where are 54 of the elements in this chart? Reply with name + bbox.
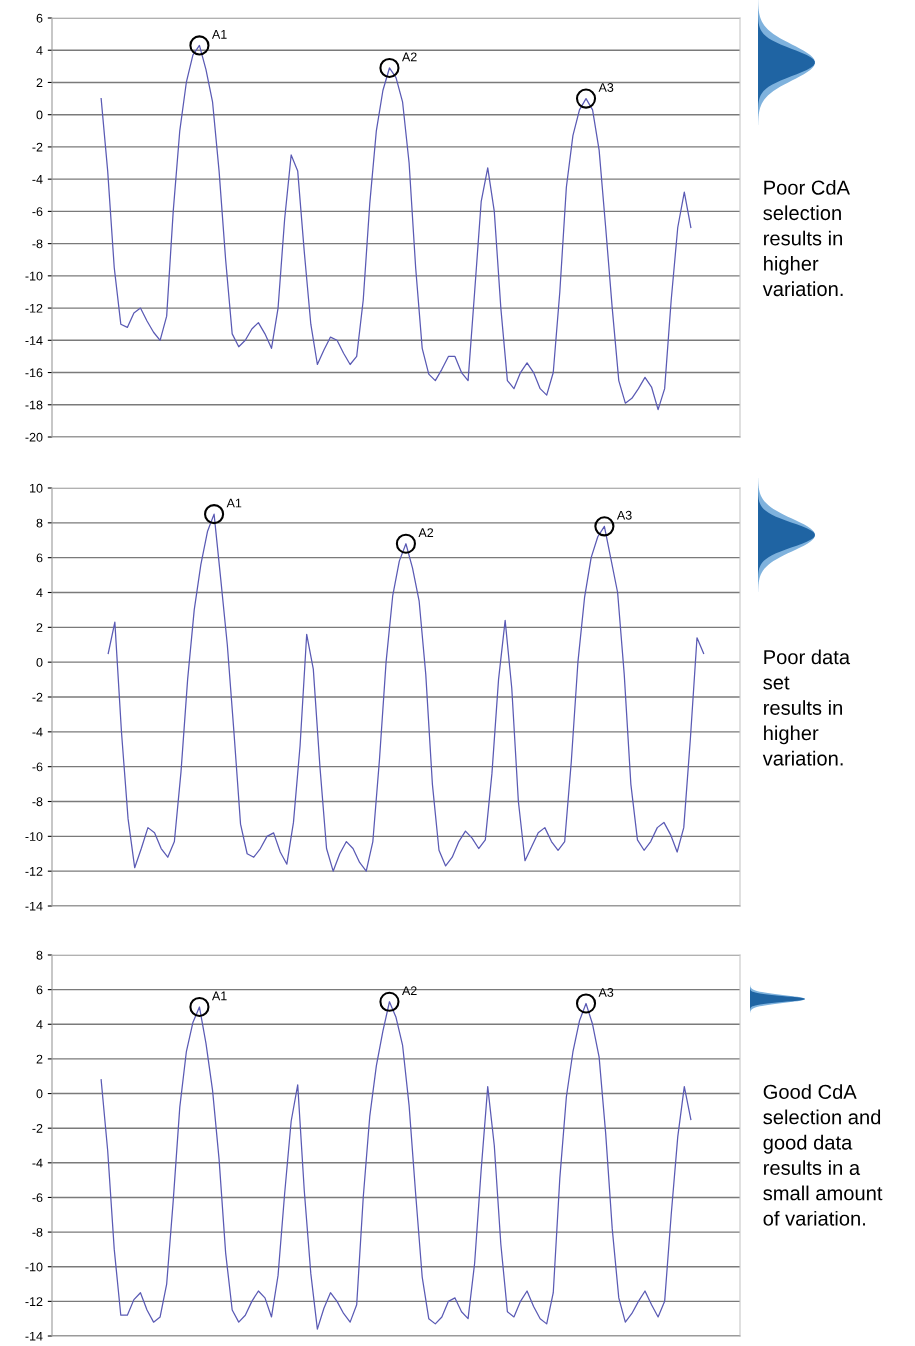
data-label: A1	[226, 498, 242, 508]
point	[379, 57, 400, 79]
text: Poor data set results in higher variation.	[762, 649, 851, 766]
data-label: A1	[211, 991, 227, 1001]
y-tick-label: -4	[32, 175, 43, 184]
y-tick-label: -6	[32, 207, 43, 217]
data-label: A2	[418, 528, 434, 537]
data-label: A1	[211, 30, 227, 39]
y-tick-label: -10	[25, 1262, 43, 1272]
y-tick-label: -6	[32, 762, 43, 772]
y-tick-label: -12	[25, 866, 43, 876]
y-tick-label: -10	[25, 832, 43, 841]
y-tick-label: 2	[36, 78, 43, 87]
y-tick-label: -18	[25, 400, 43, 410]
y-tick-label: -16	[25, 368, 43, 378]
y-tick-label: -8	[32, 1227, 43, 1237]
y-tick-label: 6	[36, 985, 43, 995]
y-tick-label: -6	[32, 1193, 43, 1203]
y-tick-label: 2	[36, 623, 43, 632]
y-tick-label: -2	[32, 692, 43, 702]
y-tick-label: -2	[32, 142, 43, 152]
y-tick-label: 0	[36, 110, 43, 120]
data-label: A3	[616, 510, 632, 520]
y-tick-label: 4	[36, 1020, 43, 1029]
y-tick-label: 6	[36, 553, 43, 563]
data-label: A3	[598, 83, 614, 92]
y-tick-label: -2	[32, 1123, 43, 1133]
y-tick-label: -8	[32, 239, 43, 249]
y-tick-label: -12	[25, 303, 43, 313]
text: Poor CdA selection results in higher variation.	[762, 180, 850, 297]
y-tick-label: 10	[30, 483, 43, 493]
y-tick-label: -4	[32, 727, 43, 737]
y-tick-label: -10	[25, 271, 43, 281]
data-label: A3	[598, 988, 614, 997]
data-label: A2	[401, 52, 417, 62]
y-tick-label: 8	[36, 518, 43, 528]
point	[189, 35, 210, 56]
y-tick-label: -14	[25, 336, 43, 345]
y-tick-label: -4	[32, 1158, 43, 1168]
data-label: A2	[401, 986, 417, 995]
y-tick-label: 4	[36, 46, 43, 55]
point	[575, 88, 597, 109]
y-tick-label: -12	[25, 1297, 43, 1306]
text: Good CdA selection and good data results in a small amount of variation.	[763, 1084, 883, 1226]
y-tick-label: -8	[32, 797, 43, 807]
y-tick-label: 4	[36, 588, 43, 598]
y-tick-label: -14	[25, 1331, 43, 1341]
y-tick-label: -20	[25, 432, 43, 442]
y-tick-label: -14	[25, 901, 43, 911]
y-tick-label: 8	[36, 950, 43, 960]
y-tick-label: 2	[36, 1054, 43, 1064]
y-tick-label: 0	[36, 1089, 43, 1099]
y-tick-label: 6	[36, 13, 43, 23]
y-tick-label: 0	[36, 657, 43, 667]
